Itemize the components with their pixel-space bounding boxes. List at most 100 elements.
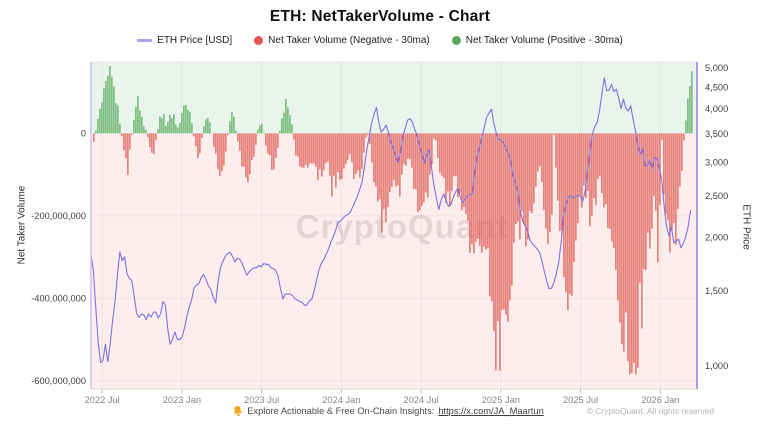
volume-bar xyxy=(347,133,349,160)
volume-bar xyxy=(533,133,535,204)
legend-item-positive-volume[interactable]: Net Taker Volume (Positive - 30ma) xyxy=(451,35,623,46)
volume-bar xyxy=(163,114,165,134)
volume-bar xyxy=(681,133,683,171)
chart-title: ETH: NetTakerVolume - Chart xyxy=(269,8,491,25)
y-right-tick-label: 2,500 xyxy=(705,191,728,201)
volume-bar xyxy=(129,133,131,150)
volume-bar xyxy=(383,133,385,210)
volume-bar xyxy=(147,133,149,138)
volume-bar xyxy=(119,123,121,134)
volume-bar xyxy=(563,133,565,278)
volume-bar xyxy=(165,125,167,134)
volume-bar xyxy=(283,112,285,134)
x-tick-label: 2026 Jan xyxy=(641,395,679,405)
layer-axes: 2022 Jul 2023 Jan 2023 Jul 2024 Jan 2024 Jul… xyxy=(31,61,728,405)
volume-bar xyxy=(161,118,163,134)
y-right-tick-label: 4,000 xyxy=(705,104,728,114)
volume-bar xyxy=(115,103,117,134)
x-tick-label: 2022 Jul xyxy=(85,395,120,405)
volume-bar xyxy=(319,133,321,170)
volume-bar xyxy=(481,133,483,253)
volume-bar xyxy=(207,117,209,134)
volume-bar xyxy=(615,133,617,271)
y-right-tick-label: 1,500 xyxy=(705,286,728,296)
volume-bar xyxy=(555,133,557,168)
volume-bar xyxy=(623,133,625,352)
y-left-tick-label: -200,000,000 xyxy=(31,211,86,221)
volume-bar xyxy=(213,133,215,147)
legend-item-negative-volume[interactable]: Net Taker Volume (Negative - 30ma) xyxy=(254,35,430,46)
volume-bar xyxy=(323,133,325,171)
volume-bar xyxy=(111,76,113,134)
volume-bar xyxy=(183,105,185,134)
volume-bar xyxy=(649,133,651,249)
volume-bar xyxy=(535,133,537,187)
volume-bar xyxy=(121,133,123,137)
volume-bar xyxy=(427,133,429,198)
volume-bar xyxy=(425,133,427,193)
volume-bar xyxy=(191,123,193,134)
volume-bar xyxy=(505,133,507,315)
volume-bar xyxy=(153,133,155,155)
volume-bar xyxy=(389,133,391,192)
volume-bar xyxy=(497,133,499,322)
volume-bar xyxy=(519,133,521,240)
volume-bar xyxy=(131,133,133,135)
volume-bar xyxy=(199,133,201,154)
volume-bar xyxy=(489,133,491,297)
volume-bar xyxy=(575,133,577,241)
volume-bar xyxy=(267,133,269,154)
volume-bar xyxy=(609,133,611,230)
volume-bar xyxy=(381,133,383,233)
y-right-tick-label: 5,000 xyxy=(705,63,728,73)
volume-bar xyxy=(371,133,373,163)
volume-bar xyxy=(231,112,233,134)
eth-price-line xyxy=(90,77,692,364)
volume-bar xyxy=(377,133,379,202)
volume-bar xyxy=(215,133,217,154)
volume-bar xyxy=(579,133,581,197)
volume-bar xyxy=(279,130,281,134)
x-tick-label: 2025 Jul xyxy=(563,395,598,405)
volume-bar xyxy=(315,133,317,167)
legend-item-eth-price[interactable]: ETH Price [USD] xyxy=(137,35,232,46)
volume-bar xyxy=(333,133,335,176)
volume-bar xyxy=(457,133,459,197)
volume-bar xyxy=(491,133,493,302)
volume-bar xyxy=(577,133,579,224)
volume-bar xyxy=(459,133,461,194)
volume-bar xyxy=(593,133,595,199)
volume-bar xyxy=(169,115,171,134)
volume-bar xyxy=(105,80,107,134)
volume-bar xyxy=(417,133,419,213)
volume-bar xyxy=(327,133,329,162)
volume-bar xyxy=(229,121,231,134)
volume-bar xyxy=(631,133,633,373)
volume-bar xyxy=(151,133,153,153)
volume-bar xyxy=(663,133,665,195)
volume-bar xyxy=(545,133,547,229)
volume-bar xyxy=(317,133,319,181)
volume-bar xyxy=(479,133,481,247)
volume-bar xyxy=(461,133,463,211)
volume-bar xyxy=(495,133,497,371)
volume-bar xyxy=(565,133,567,293)
volume-bar xyxy=(297,133,299,157)
volume-bar xyxy=(251,133,253,160)
y-right-tick-label: 3,500 xyxy=(705,129,728,139)
volume-bar xyxy=(583,133,585,186)
x-tick-label: 2023 Jul xyxy=(244,395,279,405)
volume-bar xyxy=(367,133,369,136)
volume-bar xyxy=(181,113,183,134)
volume-bar xyxy=(689,86,691,134)
volume-bar xyxy=(341,133,343,179)
volume-bar xyxy=(433,133,435,139)
volume-bar xyxy=(469,133,471,253)
volume-bar xyxy=(687,98,689,134)
volume-bar xyxy=(585,133,587,198)
volume-bar xyxy=(237,133,239,142)
volume-bar xyxy=(683,133,685,141)
volume-bar xyxy=(673,133,675,224)
footer-link[interactable]: https://x.com/JA_Maartun xyxy=(438,406,544,416)
